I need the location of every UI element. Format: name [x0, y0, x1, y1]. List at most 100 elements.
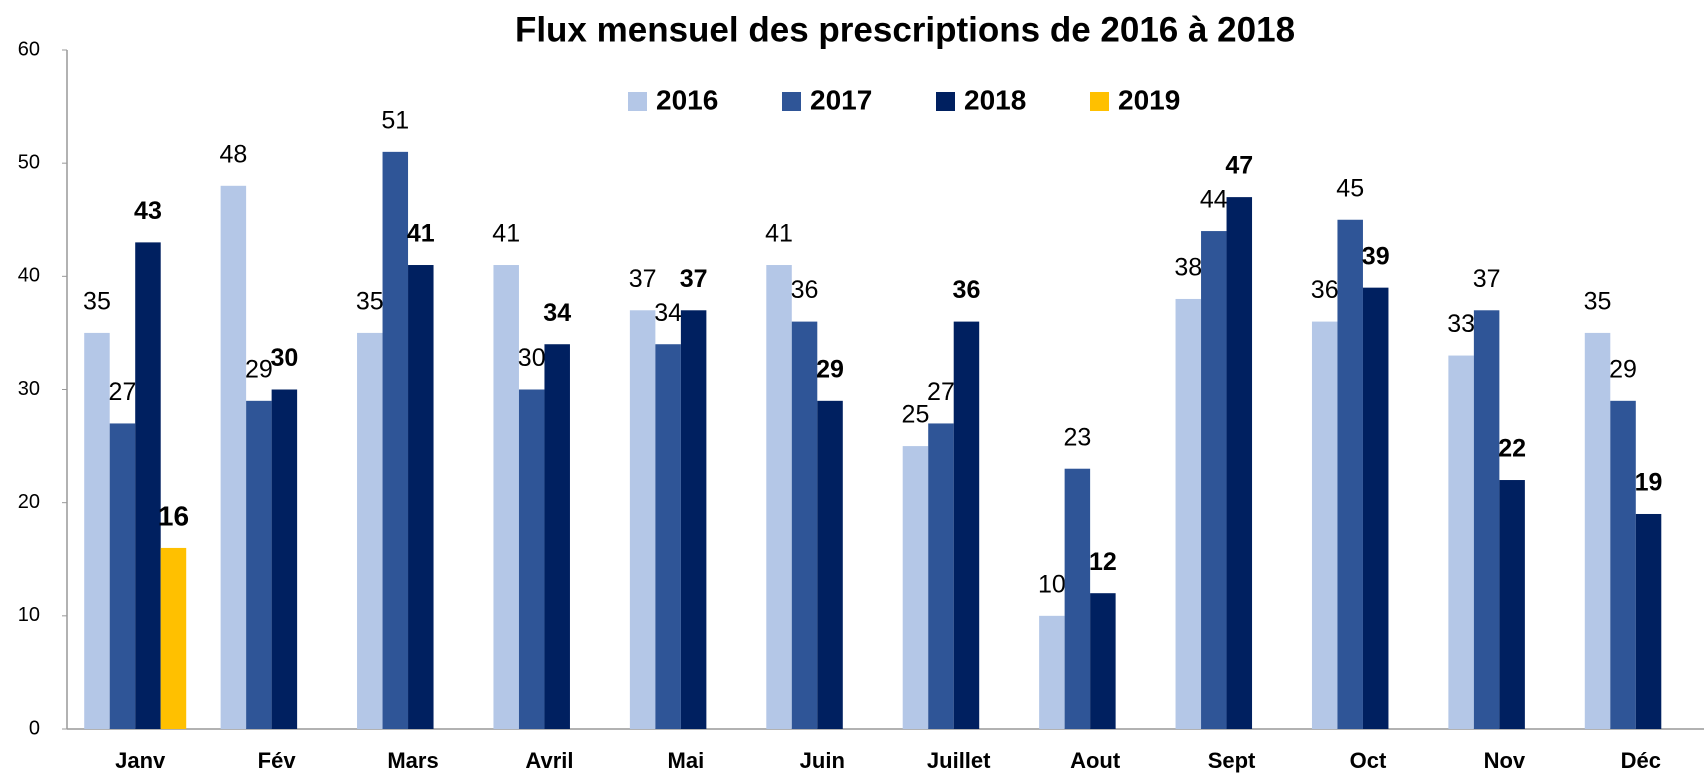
- bar: [1064, 468, 1091, 729]
- bar: [766, 265, 792, 729]
- bar: [1448, 355, 1474, 729]
- bar: [544, 344, 570, 729]
- bar: [1337, 219, 1363, 729]
- data-label: 30: [518, 344, 546, 372]
- bar: [1039, 615, 1065, 729]
- y-tick-label: 60: [18, 38, 40, 60]
- x-tick-label: Avril: [525, 748, 573, 773]
- y-tick-label: 50: [18, 151, 40, 173]
- data-label: 19: [1635, 469, 1663, 497]
- bar: [928, 423, 954, 729]
- data-label: 29: [816, 355, 844, 383]
- bar: [357, 332, 383, 729]
- legend-swatch: [1090, 92, 1109, 111]
- bar: [817, 400, 843, 729]
- bar: [84, 332, 110, 729]
- x-tick-label: Mars: [387, 748, 438, 773]
- legend-label: 2017: [810, 84, 872, 115]
- data-label: 29: [1609, 355, 1637, 383]
- x-tick-label: Déc: [1621, 748, 1661, 773]
- bar: [1499, 480, 1525, 729]
- bar: [1201, 231, 1227, 730]
- bar: [1584, 332, 1611, 729]
- data-label: 41: [492, 220, 520, 248]
- data-label: 33: [1447, 310, 1475, 338]
- bar: [246, 400, 272, 729]
- data-label: 36: [791, 276, 819, 304]
- x-tick-label: Nov: [1484, 748, 1526, 773]
- bar: [160, 547, 187, 729]
- data-label: 25: [902, 401, 930, 429]
- data-label: 44: [1200, 186, 1228, 214]
- data-label: 37: [629, 265, 657, 293]
- bar: [1610, 400, 1636, 729]
- data-label: 27: [927, 378, 955, 406]
- legend-swatch: [936, 92, 955, 111]
- y-tick-label: 20: [18, 491, 40, 513]
- x-tick-label: Mai: [668, 748, 705, 773]
- bar: [629, 310, 656, 729]
- bar: [1635, 513, 1662, 729]
- y-tick-label: 0: [29, 717, 40, 739]
- data-label: 29: [245, 355, 273, 383]
- data-label: 51: [381, 106, 409, 134]
- x-tick-label: Janv: [115, 748, 166, 773]
- data-label: 16: [158, 500, 189, 531]
- data-label: 43: [134, 197, 162, 225]
- data-label: 39: [1362, 242, 1390, 270]
- data-label: 22: [1498, 435, 1526, 463]
- bar: [518, 389, 545, 729]
- bar: [1226, 197, 1253, 729]
- data-label: 41: [765, 220, 793, 248]
- data-label: 36: [1311, 276, 1339, 304]
- bar: [1311, 321, 1338, 729]
- data-label: 12: [1089, 548, 1117, 576]
- legend-label: 2019: [1118, 84, 1180, 115]
- data-label: 27: [109, 378, 137, 406]
- data-label: 45: [1336, 174, 1364, 202]
- data-label: 37: [680, 265, 708, 293]
- bar: [109, 423, 136, 729]
- bar: [902, 446, 929, 729]
- bar: [953, 321, 980, 729]
- bar: [1362, 287, 1389, 729]
- bar: [408, 265, 434, 729]
- data-label: 47: [1225, 152, 1253, 180]
- x-tick-label: Oct: [1350, 748, 1387, 773]
- y-tick-label: 40: [18, 265, 40, 287]
- data-label: 34: [543, 299, 571, 327]
- data-label: 48: [219, 140, 247, 168]
- data-label: 35: [1584, 288, 1612, 316]
- bar: [680, 310, 707, 729]
- data-label: 10: [1038, 570, 1066, 598]
- chart-title: Flux mensuel des prescriptions de 2016 à…: [515, 10, 1295, 49]
- data-label: 37: [1473, 265, 1501, 293]
- data-label: 23: [1063, 423, 1091, 451]
- legend-swatch: [782, 92, 801, 111]
- x-tick-label: Fév: [258, 748, 297, 773]
- bar: [791, 321, 818, 729]
- bar: [271, 389, 298, 729]
- data-label: 38: [1174, 254, 1202, 282]
- bar: [1473, 310, 1500, 729]
- bar: [135, 242, 161, 729]
- bar: [493, 265, 519, 729]
- legend-swatch: [628, 92, 647, 111]
- bar: [382, 151, 409, 730]
- x-tick-label: Aout: [1070, 748, 1121, 773]
- data-label: 35: [356, 288, 384, 316]
- data-label: 41: [407, 220, 435, 248]
- data-label: 35: [83, 288, 111, 316]
- data-label: 34: [654, 299, 682, 327]
- bar: [1090, 593, 1116, 729]
- x-tick-label: Juin: [800, 748, 845, 773]
- bar: [1175, 298, 1202, 729]
- x-tick-label: Juillet: [927, 748, 991, 773]
- x-tick-label: Sept: [1208, 748, 1256, 773]
- legend-label: 2018: [964, 84, 1026, 115]
- legend-label: 2016: [656, 84, 718, 115]
- data-label: 36: [953, 276, 981, 304]
- bar: [220, 185, 247, 730]
- y-tick-label: 30: [18, 378, 40, 400]
